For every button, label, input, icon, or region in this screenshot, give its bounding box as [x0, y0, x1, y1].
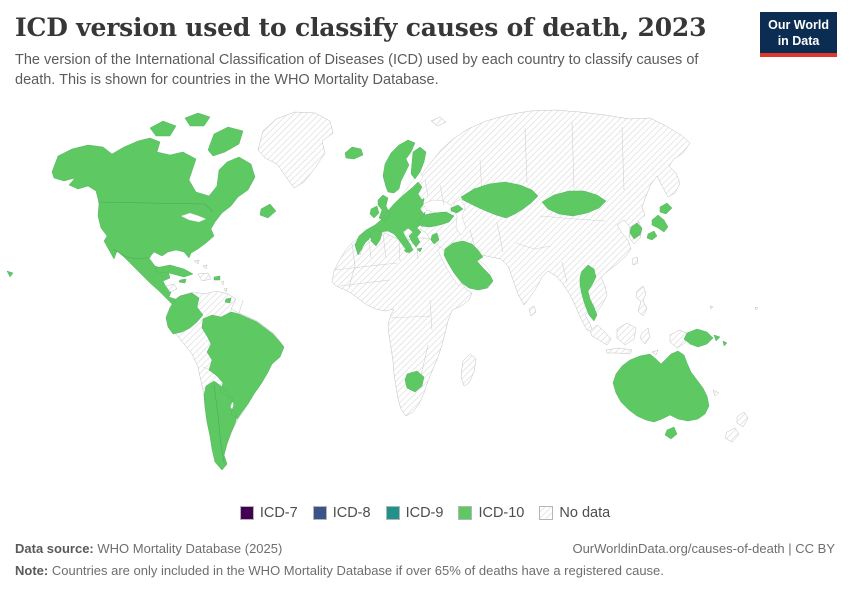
chart-subtitle: The version of the International Classif…: [15, 52, 699, 88]
great-lakes: [180, 212, 207, 223]
region-africa-nodata[interactable]: [331, 230, 477, 417]
legend-swatch-icd10: [458, 506, 473, 520]
legend-label-icd10: ICD-10: [478, 505, 525, 521]
data-source-value: WHO Mortality Database (2025): [97, 541, 283, 556]
country-borders-nodata: [202, 121, 641, 381]
logo-line-1: Our World: [768, 18, 829, 32]
legend-label-icd7: ICD-7: [259, 505, 298, 521]
region-europe-icd10[interactable]: [344, 139, 427, 256]
legend-swatch-no-data: [539, 506, 554, 520]
region-greenland-nodata[interactable]: [257, 111, 334, 189]
legend-item-icd8[interactable]: ICD-8: [312, 505, 371, 521]
inland-seas: [401, 170, 492, 287]
region-north-america-icd10[interactable]: [6, 112, 277, 311]
region-middle-east-icd10[interactable]: [416, 204, 494, 291]
map-legend: ICD-7 ICD-8 ICD-9 ICD-10: [0, 505, 850, 521]
country-borders-icd10: [97, 201, 225, 463]
legend-swatch-icd7: [239, 506, 254, 520]
attribution-link[interactable]: OurWorldinData.org/causes-of-death | CC …: [572, 541, 835, 556]
region-central-america-nodata[interactable]: [165, 283, 178, 293]
note-value: Countries are only included in the WHO M…: [51, 563, 664, 578]
legend-label-no-data: No data: [559, 505, 611, 521]
legend-item-icd9[interactable]: ICD-9: [385, 505, 444, 521]
legend-swatch-icd9: [385, 506, 400, 520]
region-caribbean-icd10[interactable]: [154, 264, 232, 304]
legend-item-icd10[interactable]: ICD-10: [458, 505, 524, 521]
region-asia-islands-nodata[interactable]: [528, 256, 688, 356]
owid-logo[interactable]: Our World in Data: [760, 12, 837, 58]
region-central-asia-icd10[interactable]: [460, 181, 607, 219]
legend-label-icd8: ICD-8: [332, 505, 371, 521]
region-pacific-islands-nodata[interactable]: [709, 305, 759, 443]
chart-header: ICD version used to classify causes of d…: [15, 13, 750, 90]
legend-swatch-icd8: [312, 506, 327, 520]
region-south-america-icd10[interactable]: [165, 292, 285, 471]
region-east-asia-icd10[interactable]: [629, 202, 673, 241]
region-southeast-asia-icd10[interactable]: [579, 264, 598, 322]
region-caribbean-nodata[interactable]: [193, 259, 229, 300]
legend-label-icd9: ICD-9: [405, 505, 444, 521]
logo-line-2: in Data: [777, 33, 820, 48]
page-title: ICD version used to classify causes of d…: [15, 13, 707, 42]
data-source-label: Data source:: [15, 541, 94, 556]
region-africa-icd10[interactable]: [370, 228, 425, 393]
region-oceania-icd10[interactable]: [612, 328, 728, 440]
note-label: Note:: [15, 563, 49, 578]
footer: Data source: WHO Mortality Database (202…: [15, 541, 835, 578]
legend-item-no-data[interactable]: No data: [539, 505, 610, 521]
legend-item-icd7[interactable]: ICD-7: [239, 505, 298, 521]
footer-note: Note: Countries are only included in the…: [15, 563, 835, 578]
data-source: Data source: WHO Mortality Database (202…: [15, 541, 282, 556]
